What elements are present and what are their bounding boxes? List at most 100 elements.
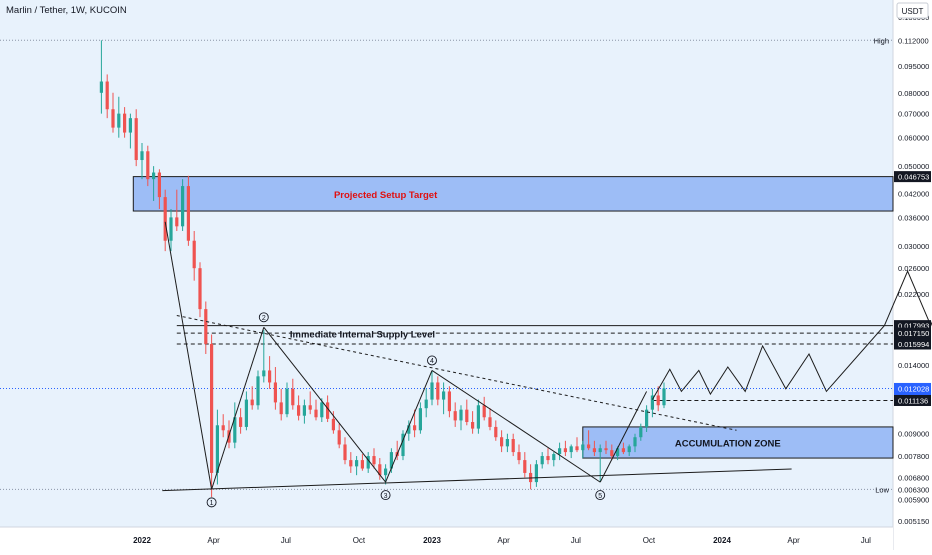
time-tick-label: Apr — [497, 536, 510, 545]
price-tick-label: 0.080000 — [898, 89, 929, 98]
candle-body — [616, 448, 620, 457]
horizontal-levels: Immediate Internal Supply Level — [0, 39, 893, 490]
candle-body — [639, 426, 643, 438]
candle-body — [285, 388, 289, 415]
pattern-point-label-1: 1 — [210, 500, 214, 507]
pattern-leg-1 — [211, 327, 265, 490]
candle-body — [326, 402, 330, 419]
time-tick-label: Apr — [207, 536, 220, 545]
price-tag-0: 0.112000 — [898, 36, 929, 45]
price-tag-box-4 — [894, 338, 931, 350]
price-tick-label: 0.095000 — [898, 62, 929, 71]
candle-body — [656, 395, 660, 406]
candle-body — [621, 448, 625, 453]
price-tag-3: 0.017150 — [898, 329, 929, 338]
time-tick-label: Jul — [861, 536, 871, 545]
price-tag-4: 0.015994 — [898, 340, 929, 349]
candle-body — [447, 391, 451, 412]
price-tag-7: 0.006300 — [898, 485, 929, 494]
candle-body — [215, 425, 219, 473]
candle-body — [523, 460, 527, 473]
candle-body — [111, 109, 115, 128]
candle-body — [175, 217, 179, 227]
candle-body — [413, 425, 417, 431]
candle-body — [349, 460, 353, 467]
price-tag-box-1 — [894, 171, 931, 183]
candle-body — [471, 422, 475, 429]
currency-badge[interactable]: USDT — [902, 7, 924, 16]
time-tick-label: 2023 — [423, 536, 441, 545]
candle-body — [378, 464, 382, 476]
candle-body — [268, 370, 272, 383]
candle-body — [598, 448, 602, 453]
candle-body — [581, 444, 585, 451]
accumulation-zone-label: ACCUMULATION ZONE — [675, 438, 781, 449]
candle-body — [517, 452, 521, 461]
candle-body — [500, 437, 504, 447]
candle-body — [308, 405, 312, 410]
candle-body — [233, 417, 237, 443]
candle-body — [105, 81, 109, 110]
price-axis-background — [893, 0, 932, 550]
candle-body — [592, 448, 596, 453]
candle-body — [355, 460, 359, 467]
candle-body — [372, 456, 376, 465]
pattern-leg-5 — [599, 391, 648, 483]
candle-body — [552, 454, 556, 461]
candle-body — [534, 464, 538, 483]
candle-body — [291, 388, 295, 406]
price-tick-label: 0.026000 — [898, 264, 929, 273]
candle-body — [204, 309, 208, 344]
candle-body — [540, 456, 544, 465]
candle-body — [465, 409, 469, 423]
candle-body — [181, 186, 185, 227]
candle-body — [418, 408, 422, 431]
time-tick-label: Apr — [787, 536, 800, 545]
candle-body — [157, 172, 161, 198]
time-tick-label: Jul — [571, 536, 581, 545]
candle-body — [662, 388, 666, 406]
candle-body — [279, 402, 283, 415]
candle-body — [302, 405, 306, 416]
time-axis-ticks: 2022AprJulOct2023AprJulOct2024AprJulOct2… — [133, 536, 871, 545]
candle-body — [453, 411, 457, 421]
candle-body — [140, 151, 144, 161]
chart-title: Marlin / Tether, 1W, KUCOIN — [6, 5, 127, 16]
candle-body — [511, 439, 515, 453]
price-tag-caption-0: High — [874, 36, 889, 45]
price-tick-label: 0.006800 — [898, 473, 929, 482]
price-tag-1: 0.046753 — [898, 173, 929, 182]
candle-body — [163, 197, 167, 241]
candle-body — [645, 409, 649, 427]
price-tag-box-3 — [894, 327, 931, 339]
candle-body — [436, 382, 440, 400]
time-tick-label: 2022 — [133, 536, 151, 545]
price-tick-label: 0.030000 — [898, 242, 929, 251]
pattern-point-marker-3 — [380, 490, 391, 501]
candle-body — [459, 409, 463, 421]
projection-path — [651, 269, 932, 400]
pattern-point-label-2: 2 — [262, 315, 266, 322]
candle-body — [569, 446, 573, 453]
pattern-point-marker-1 — [206, 497, 217, 508]
price-tag-5: 0.012028 — [898, 384, 929, 393]
pattern-leg-0 — [164, 221, 213, 490]
target-zone-label: Projected Setup Target — [334, 190, 438, 201]
candle-body — [610, 450, 614, 457]
pattern-point-label-5: 5 — [598, 493, 602, 500]
price-tick-label: 0.036000 — [898, 213, 929, 222]
candle-body — [146, 151, 150, 180]
pattern-layer: 1 2 3 4 5 — [162, 221, 932, 508]
price-tick-label: 0.005150 — [898, 517, 929, 526]
candle-body — [314, 409, 318, 418]
time-tick-label: Jul — [281, 536, 291, 545]
candle-body — [360, 460, 364, 469]
candle-body — [482, 405, 486, 418]
candle-body — [192, 240, 196, 269]
plot-background — [0, 0, 893, 550]
candle-body — [384, 468, 388, 476]
candle-body — [401, 433, 405, 457]
